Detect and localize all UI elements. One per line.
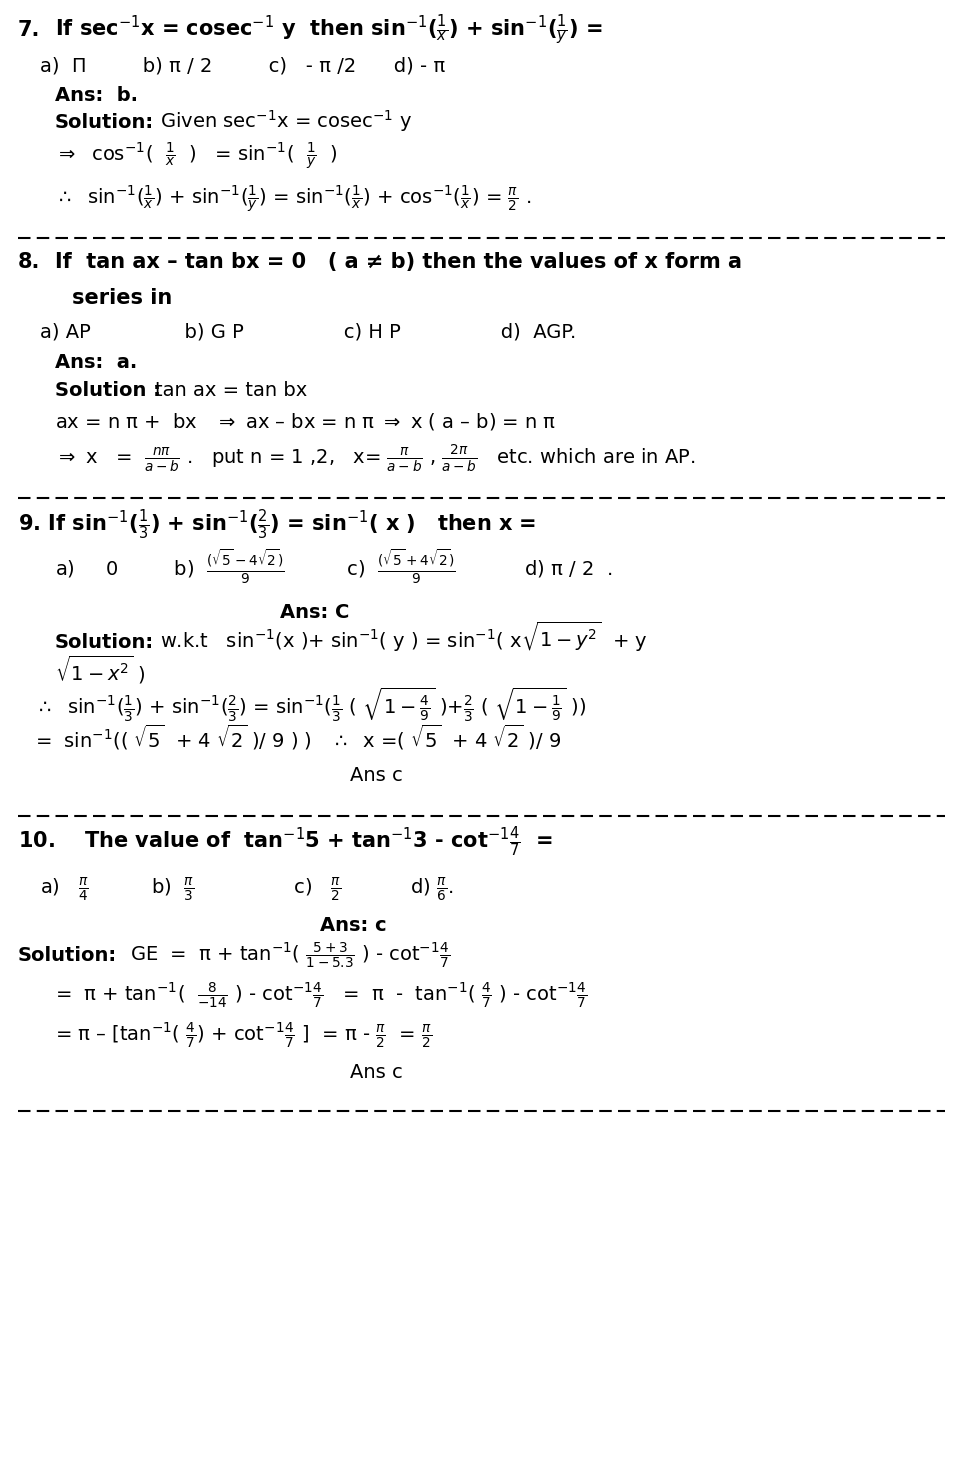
Text: = π – [tan$^{-1}$( $\frac{4}{7}$) + cot$^{-1}$$\frac{4}{7}$ ]  = π - $\frac{\pi}: = π – [tan$^{-1}$( $\frac{4}{7}$) + cot$… xyxy=(55,1020,432,1051)
Text: a)   $\frac{\pi}{4}$          b)  $\frac{\pi}{3}$                c)   $\frac{\pi: a) $\frac{\pi}{4}$ b) $\frac{\pi}{3}$ c)… xyxy=(40,875,453,905)
Text: a)  Π         b) π / 2         c)   - π /2      d) - π: a) Π b) π / 2 c) - π /2 d) - π xyxy=(40,56,445,75)
Text: ax = n π +  bx   $\Rightarrow$ ax – bx = n π $\Rightarrow$ x ( a – b) = n π: ax = n π + bx $\Rightarrow$ ax – bx = n … xyxy=(55,412,556,432)
Text: =  π + tan$^{-1}$(  $\frac{8}{-14}$ ) - cot$^{-1}$$\frac{4}{7}$   =  π  -  tan$^: = π + tan$^{-1}$( $\frac{8}{-14}$ ) - co… xyxy=(55,981,588,1012)
Text: 9. If sin$^{-1}$($\frac{1}{3}$) + sin$^{-1}$($\frac{2}{3}$) = sin$^{-1}$( x )   : 9. If sin$^{-1}$($\frac{1}{3}$) + sin$^{… xyxy=(18,507,537,542)
Text: =  sin$^{-1}$(( $\sqrt{5}$  + 4 $\sqrt{2}$ )/ 9 ) )   $\therefore$  x =( $\sqrt{: = sin$^{-1}$(( $\sqrt{5}$ + 4 $\sqrt{2}$… xyxy=(35,723,562,752)
Text: Solution:: Solution: xyxy=(55,633,155,652)
Text: If  tan ax – tan bx = 0   ( a ≠ b) then the values of x form a: If tan ax – tan bx = 0 ( a ≠ b) then the… xyxy=(55,252,742,273)
Text: tan ax = tan bx: tan ax = tan bx xyxy=(155,381,307,400)
Text: Solution:: Solution: xyxy=(55,113,155,132)
Text: w.k.t   sin$^{-1}$(x )+ sin$^{-1}$( y ) = sin$^{-1}$( x$\sqrt{1 - y^2}$  + y: w.k.t sin$^{-1}$(x )+ sin$^{-1}$( y ) = … xyxy=(160,620,647,654)
Text: $\sqrt{1 - x^2}$ ): $\sqrt{1 - x^2}$ ) xyxy=(55,654,146,686)
Text: 10.    The value of  tan$^{-1}$5 + tan$^{-1}$3 - cot$^{-1}$$\frac{4}{7}$  =: 10. The value of tan$^{-1}$5 + tan$^{-1}… xyxy=(18,824,553,859)
Text: If sec$^{-1}$x = cosec$^{-1}$ y  then sin$^{-1}$($\frac{1}{x}$) + sin$^{-1}$($\f: If sec$^{-1}$x = cosec$^{-1}$ y then sin… xyxy=(55,12,603,47)
Text: $\therefore$  sin$^{-1}$($\frac{1}{x}$) + sin$^{-1}$($\frac{1}{y}$) = sin$^{-1}$: $\therefore$ sin$^{-1}$($\frac{1}{x}$) +… xyxy=(55,183,531,216)
Text: $\therefore$  sin$^{-1}$($\frac{1}{3}$) + sin$^{-1}$($\frac{2}{3}$) = sin$^{-1}$: $\therefore$ sin$^{-1}$($\frac{1}{3}$) +… xyxy=(35,686,587,724)
Text: Solution :: Solution : xyxy=(55,381,161,400)
Text: Ans:  b.: Ans: b. xyxy=(55,86,138,106)
Text: $\Rightarrow$  cos$^{-1}$(  $\frac{1}{x}$  )   = sin$^{-1}$(  $\frac{1}{y}$  ): $\Rightarrow$ cos$^{-1}$( $\frac{1}{x}$ … xyxy=(55,141,338,172)
Text: Ans c: Ans c xyxy=(350,767,403,784)
Text: Solution:: Solution: xyxy=(18,946,117,965)
Text: GE  =  π + tan$^{-1}$( $\frac{5+3}{1-5.3}$ ) - cot$^{-1}$$\frac{4}{7}$: GE = π + tan$^{-1}$( $\frac{5+3}{1-5.3}$… xyxy=(130,941,450,970)
Text: series in: series in xyxy=(72,287,172,308)
Text: Ans: c: Ans: c xyxy=(320,916,387,935)
Text: Given sec$^{-1}$x = cosec$^{-1}$ y: Given sec$^{-1}$x = cosec$^{-1}$ y xyxy=(160,108,412,135)
Text: Ans: C: Ans: C xyxy=(280,603,349,622)
Text: a) AP               b) G P                c) H P                d)  AGP.: a) AP b) G P c) H P d) AGP. xyxy=(40,323,576,342)
Text: $\Rightarrow$ x   =  $\frac{n\pi}{a-b}$ .   put n = 1 ,2,   x= $\frac{\pi}{a-b}$: $\Rightarrow$ x = $\frac{n\pi}{a-b}$ . p… xyxy=(55,443,696,474)
Text: Ans c: Ans c xyxy=(350,1063,403,1082)
Text: a)     0         b)  $\frac{(\sqrt{5} - 4\sqrt{2})}{9}$          c)  $\frac{(\sq: a) 0 b) $\frac{(\sqrt{5} - 4\sqrt{2})}{9… xyxy=(55,547,612,586)
Text: 7.: 7. xyxy=(18,21,40,40)
Text: Ans:  a.: Ans: a. xyxy=(55,353,137,372)
Text: 8.: 8. xyxy=(18,252,40,273)
